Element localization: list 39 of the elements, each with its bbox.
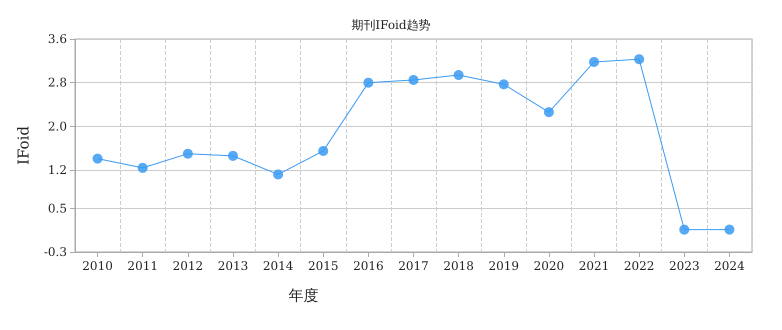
point (679, 224, 690, 235)
point (363, 78, 374, 88)
point (408, 74, 418, 85)
x-tick-label: 2014 (262, 259, 294, 273)
y-tick-label: 3.6 (48, 32, 67, 46)
point (544, 107, 554, 118)
x-tick-label: 2015 (308, 259, 339, 273)
x-tick-label: 2011 (127, 259, 158, 273)
x-tick-label: 2019 (488, 259, 520, 273)
point (724, 224, 734, 235)
x-tick-label: 2010 (82, 259, 113, 273)
x-tick-label: 2017 (398, 259, 429, 273)
y-tick-label: 1.2 (48, 163, 67, 178)
point (182, 148, 193, 159)
point (454, 70, 464, 80)
chart-title: 期刊IFoid趋势 (351, 18, 431, 32)
x-tick-label: 2012 (172, 259, 204, 273)
point (228, 150, 238, 161)
x-tick-label: 2022 (624, 259, 654, 273)
x-tick-label: 2013 (218, 259, 248, 273)
point (273, 169, 284, 180)
point (138, 162, 148, 173)
x-tick-label: 2016 (353, 259, 384, 273)
y-tick-label: 0.5 (48, 201, 67, 216)
point (318, 146, 328, 156)
x-tick-label: 2020 (534, 259, 564, 273)
x-axis-title: 年度 (288, 286, 318, 304)
x-tick-label: 2024 (714, 259, 746, 273)
y-tick-label: 2.8 (48, 76, 67, 90)
point (498, 79, 509, 90)
point (92, 154, 103, 164)
point (589, 56, 600, 67)
y-tick-label: 2.0 (48, 119, 67, 134)
y-tick-label: -0.3 (44, 245, 67, 259)
x-tick-label: 2018 (443, 259, 474, 273)
x-tick-label: 2023 (669, 259, 700, 273)
x-tick-label: 2021 (578, 259, 610, 273)
point (634, 54, 644, 64)
y-axis-title: IFoid (14, 126, 32, 165)
